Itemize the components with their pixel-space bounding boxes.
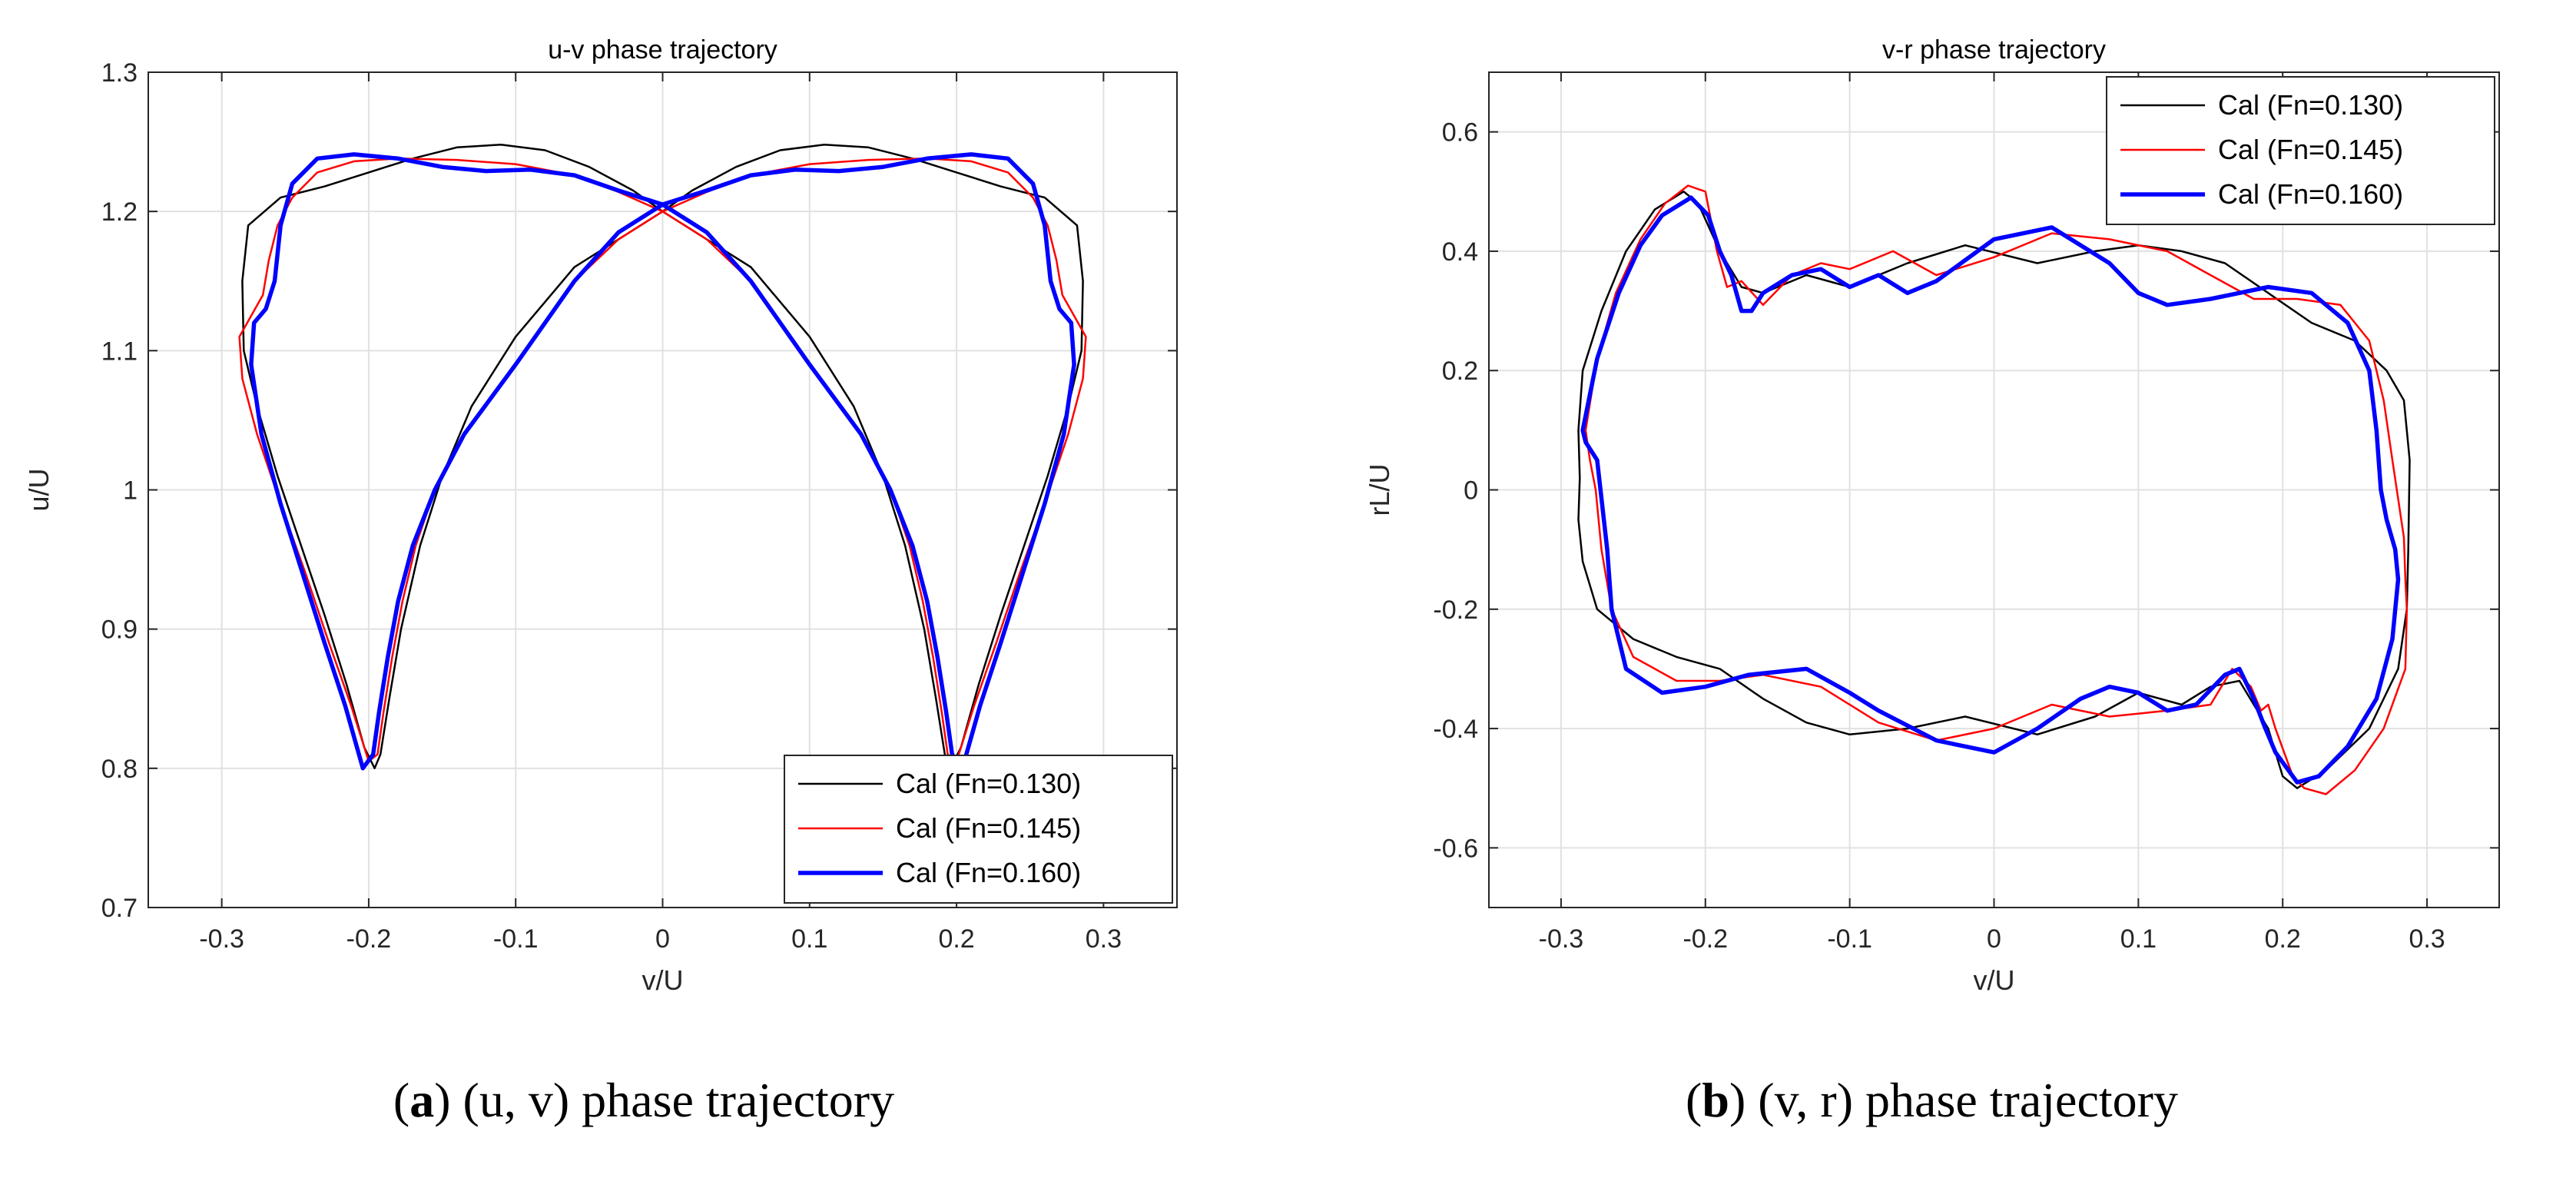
panel-b-vr-phase-trajectory: -0.3 -0.2 -0.1 0 0.1 0.2 0.3 -0.6 -0.4 -0.2 0 0.2 0.… bbox=[1364, 35, 2500, 996]
caption-a-text: (u, v) phase trajectory bbox=[450, 1073, 895, 1127]
x-axis-label-b: v/U bbox=[1974, 964, 2015, 996]
y-tick-label-a: 0.9 bbox=[101, 616, 138, 645]
legend-label-a-2: Cal (Fn=0.160) bbox=[896, 857, 1081, 888]
y-tick-label-a: 1 bbox=[123, 476, 138, 506]
x-tick-label-a: -0.2 bbox=[346, 924, 392, 954]
caption-b: (b) (v, r) phase trajectory bbox=[1686, 1073, 2178, 1127]
x-tick-label-a: 0.3 bbox=[1086, 924, 1122, 954]
legend-label-b-2: Cal (Fn=0.160) bbox=[2218, 178, 2403, 210]
series-line-a-2 bbox=[249, 152, 1076, 771]
y-tick-label-b: -0.6 bbox=[1433, 834, 1478, 863]
x-tick-label-b: 0.2 bbox=[2265, 924, 2301, 954]
legend-label-b-1: Cal (Fn=0.145) bbox=[2218, 134, 2403, 165]
x-tick-label-a: -0.3 bbox=[199, 924, 244, 954]
legend-a: Cal (Fn=0.130) Cal (Fn=0.145) Cal (Fn=0.16… bbox=[784, 755, 1173, 904]
caption-b-letter: b bbox=[1702, 1073, 1729, 1127]
y-tick-label-b: 0.4 bbox=[1442, 237, 1478, 267]
y-tick-label-b: 0.2 bbox=[1442, 357, 1478, 386]
x-tick-label-b: 0 bbox=[1987, 924, 2001, 954]
x-tick-label-b: 0.3 bbox=[2409, 924, 2445, 954]
y-axis-label-b: rL/U bbox=[1364, 463, 1395, 516]
series-line-b-2 bbox=[1580, 195, 2401, 785]
y-tick-label-b: -0.4 bbox=[1433, 715, 1478, 744]
y-tick-label-b: 0.6 bbox=[1442, 118, 1478, 148]
y-tick-label-a: 0.7 bbox=[101, 894, 138, 923]
series-line-b-1 bbox=[1584, 184, 2409, 795]
x-tick-label-b: -0.1 bbox=[1827, 924, 1872, 954]
x-tick-label-b: -0.3 bbox=[1539, 924, 1584, 954]
x-tick-label-b: -0.2 bbox=[1683, 924, 1728, 954]
x-tick-label-b: 0.1 bbox=[2120, 924, 2157, 954]
y-axis-label-a: u/U bbox=[23, 468, 55, 511]
chart-title-b: v-r phase trajectory bbox=[1882, 35, 2106, 65]
series-line-b-0 bbox=[1577, 191, 2411, 789]
y-tick-label-a: 1.3 bbox=[101, 58, 138, 88]
y-tick-label-a: 1.1 bbox=[101, 337, 138, 366]
legend-label-a-1: Cal (Fn=0.145) bbox=[896, 812, 1081, 844]
caption-a-letter: a bbox=[409, 1073, 435, 1127]
x-tick-label-a: 0 bbox=[655, 924, 670, 954]
x-tick-label-a: 0.2 bbox=[938, 924, 974, 954]
caption-b-text: (v, r) phase trajectory bbox=[1746, 1073, 2178, 1127]
x-tick-label-a: 0.1 bbox=[791, 924, 827, 954]
series-group-a bbox=[238, 143, 1087, 771]
caption-a: (a) (u, v) phase trajectory bbox=[393, 1073, 895, 1127]
chart-title-a: u-v phase trajectory bbox=[548, 35, 777, 65]
panel-a-uv-phase-trajectory: -0.3 -0.2 -0.1 0 0.1 0.2 0.3 0.7 0.8 0.9 1 1.1 1.2 1.… bbox=[23, 35, 1178, 996]
legend-label-a-0: Cal (Fn=0.130) bbox=[896, 768, 1081, 799]
x-axis-label-a: v/U bbox=[642, 964, 684, 996]
legend-b: Cal (Fn=0.130) Cal (Fn=0.145) Cal (Fn=0.16… bbox=[2106, 76, 2495, 225]
y-tick-label-b: -0.2 bbox=[1433, 596, 1478, 625]
series-line-a-1 bbox=[238, 158, 1087, 763]
legend-label-b-0: Cal (Fn=0.130) bbox=[2218, 89, 2403, 121]
x-tick-label-a: -0.1 bbox=[493, 924, 539, 954]
y-tick-label-a: 0.8 bbox=[101, 755, 138, 784]
y-tick-label-b: 0 bbox=[1464, 476, 1478, 506]
y-tick-label-a: 1.2 bbox=[101, 197, 138, 227]
series-group-b bbox=[1577, 184, 2411, 795]
